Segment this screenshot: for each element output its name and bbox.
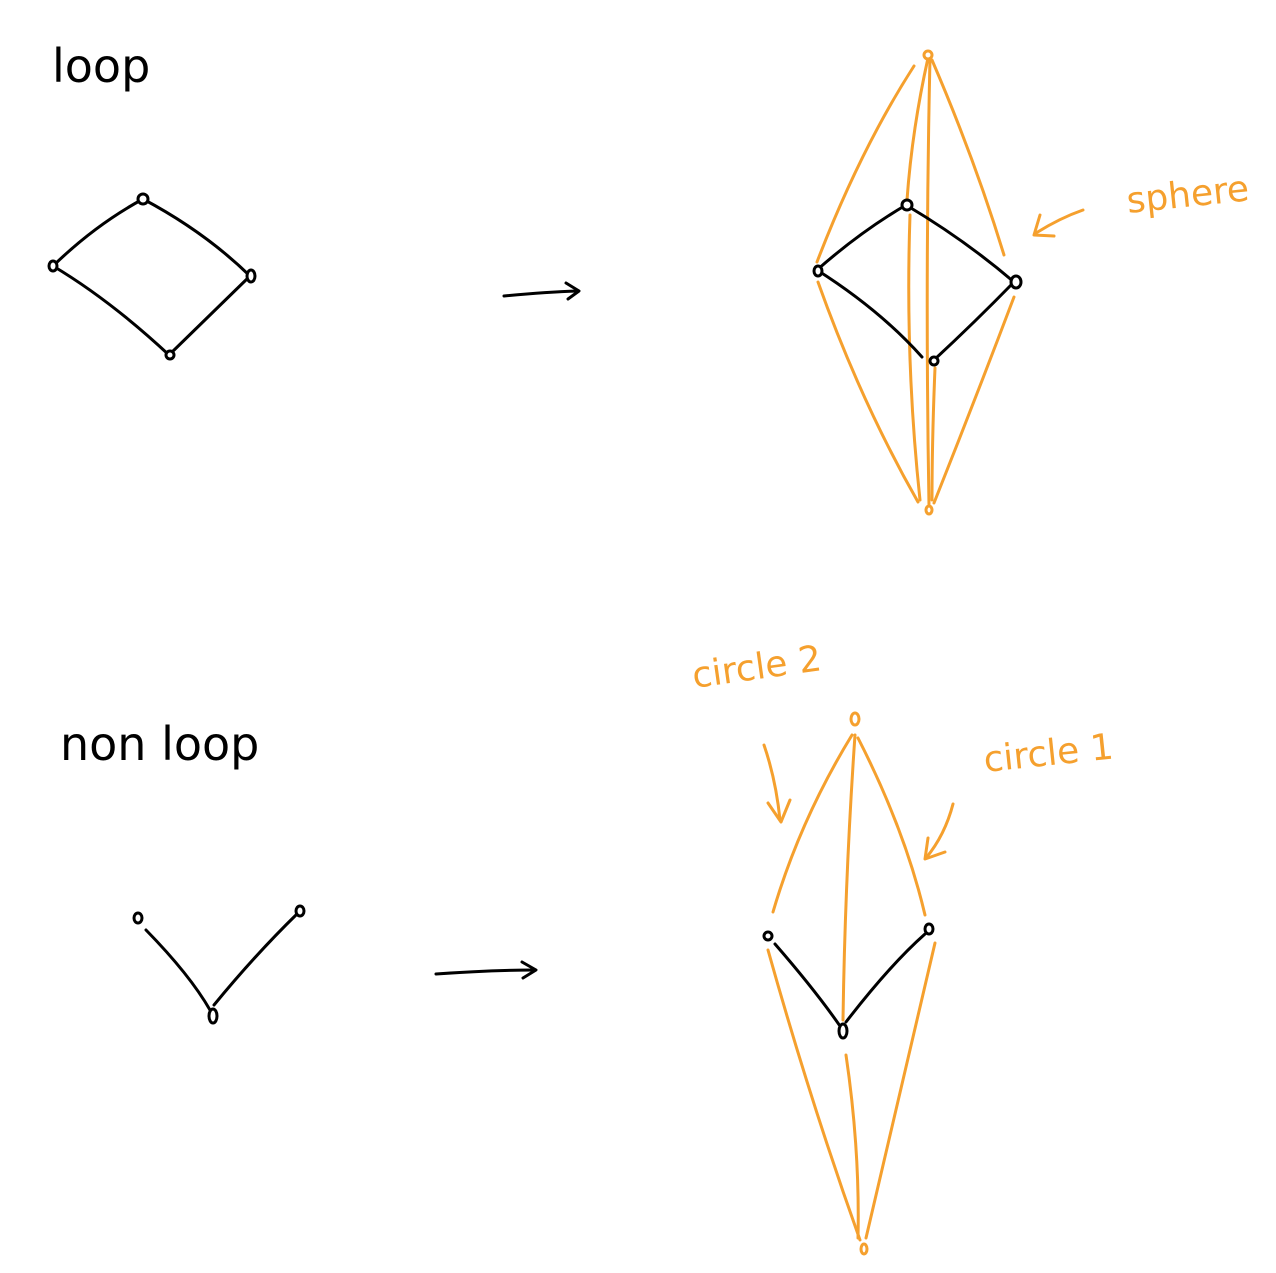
non-loop-edge-left [144,928,212,1012]
circles-line-left-bottom [766,948,862,1242]
sphere-edge-left-bottom [815,268,924,359]
circles-line-mid-bottom [844,1053,860,1240]
sphere-apex-top [922,49,934,61]
sphere-node-bottom [928,355,940,367]
loop-arrow-shaft [502,289,580,298]
sphere-line-top-right [930,58,1006,257]
non-loop-arrow-head [520,960,538,980]
sphere-node-top [900,198,914,212]
loop-graph [47,192,257,361]
non-loop-edge-right [212,912,299,1007]
non-loop-node-bottom [207,1007,219,1025]
loop-node-bottom [164,349,176,361]
non-loop-graph [132,904,306,1025]
circle-1-pointer-shaft [924,802,955,860]
circles-edge-right [844,932,927,1024]
sphere-edge-top-right [904,203,1016,284]
sphere-line-bottomnode-bottom [930,366,937,502]
loop-edge-left-top [51,197,145,268]
sphere-pointer-head [1032,213,1056,238]
sphere-line-top-left [815,64,916,264]
circles-node-bottom [837,1022,849,1040]
circles-apex-bottom [859,1242,869,1256]
circles-construction [762,711,937,1256]
circles-apex-top [849,711,861,727]
loop-edge-left-bottom [51,264,171,357]
sphere-pointer-shaft [1034,208,1085,235]
loop-edge-right-bottom [167,274,252,357]
sphere-node-left [812,264,824,278]
sphere-apex-bottom [924,504,934,516]
sphere-pointer-arrow [1032,208,1085,238]
non-loop-node-right [294,904,306,918]
circles-line-top-mid [841,733,857,1022]
circle-2-pointer-head [766,798,792,824]
circle-1-pointer-arrow [923,802,955,861]
sphere-line-top-mid [925,56,932,508]
circles-edge-left [773,942,842,1028]
sphere-edge-right-bottom [932,280,1016,362]
non-loop-node-left [132,911,144,925]
circle-1-pointer-head [923,836,947,861]
loop-label: loop [52,39,150,93]
circles-line-top-right [856,736,927,917]
loop-node-top [136,192,150,206]
sphere-line-top-topnode [905,56,930,202]
non-loop-arrow [434,960,538,980]
loop-edge-top-right [141,197,252,278]
circles-line-right-bottom [864,941,937,1240]
sphere-line-left-bottom [816,280,920,504]
circle-2-pointer-arrow [762,743,792,824]
sphere-node-right [1009,274,1023,290]
sphere-construction [812,49,1023,516]
sphere-line-topnode-bottom [907,213,922,502]
loop-arrow-head [564,281,581,301]
sphere-edge-left-top [815,203,908,272]
loop-node-right [245,268,257,284]
loop-arrow [502,281,581,301]
sphere-line-right-bottom [932,295,1016,505]
circles-line-top-left [771,733,854,914]
non-loop-label: non loop [60,717,259,771]
non-loop-arrow-shaft [434,968,537,976]
circle-2-label: circle 2 [690,638,825,697]
sphere-label: sphere [1125,168,1251,222]
loop-node-left [47,259,59,273]
circle-1-label: circle 1 [982,727,1116,781]
circles-node-right [923,922,935,936]
circle-2-pointer-shaft [762,743,782,822]
circles-node-left [762,930,774,942]
